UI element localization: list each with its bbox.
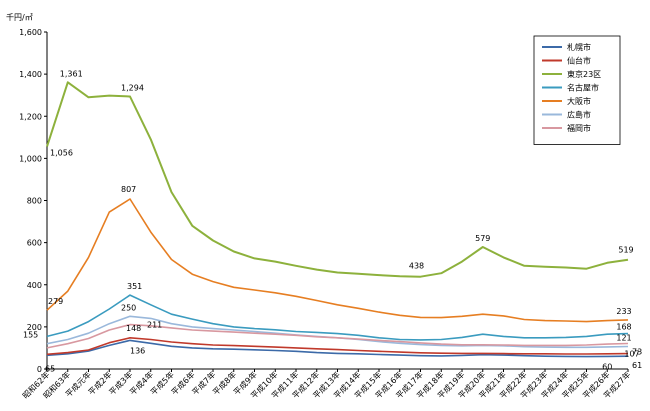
data-labels: 1,056 1,361 1,294 438 579 519 279 807 233 155 351 1…: [23, 69, 642, 373]
series-lines: [46, 81, 629, 358]
data-label: 1,056: [50, 149, 73, 158]
legend-label: 名古屋市: [567, 83, 599, 93]
y-tick-label: 600: [27, 239, 42, 248]
data-label: 60: [602, 362, 612, 371]
data-label: 1,361: [60, 69, 83, 78]
data-label: 807: [121, 185, 136, 194]
series-line: [46, 81, 629, 278]
legend-label: 仙台市: [567, 56, 591, 66]
legend-label: 大阪市: [567, 96, 591, 106]
legend-label: 広島市: [567, 110, 591, 120]
data-label: 65: [45, 364, 55, 373]
y-axis-ticks: 0 200 400 600 800 1,000 1,200 1,400 1,600: [19, 28, 47, 374]
data-label: 211: [147, 321, 162, 330]
data-label: 155: [23, 330, 38, 339]
data-label: 250: [121, 303, 136, 312]
data-label: 579: [475, 234, 490, 243]
data-label: 233: [616, 307, 631, 316]
data-label: 136: [130, 346, 145, 355]
y-tick-label: 1,200: [19, 112, 42, 121]
y-tick-label: 1,600: [19, 28, 42, 37]
series-line: [46, 339, 629, 358]
data-label: 279: [48, 297, 63, 306]
y-tick-label: 800: [27, 197, 42, 206]
series-line: [46, 323, 629, 349]
data-label: 519: [618, 246, 633, 255]
series-line: [46, 336, 629, 356]
y-tick-label: 1,400: [19, 70, 42, 79]
y-tick-label: 400: [27, 281, 42, 290]
legend-label: 福岡市: [567, 123, 591, 133]
legend-label: 東京23区: [567, 69, 601, 79]
data-label: 168: [616, 323, 631, 332]
data-label: 438: [409, 262, 424, 271]
legend-label: 札幌市: [567, 42, 591, 52]
legend-box: [533, 35, 621, 145]
data-label: 107: [624, 349, 639, 358]
data-label: 121: [616, 334, 631, 343]
data-label: 148: [126, 324, 141, 333]
y-tick-label: 0: [37, 365, 42, 374]
data-label: 351: [127, 282, 142, 291]
data-label: 73: [632, 348, 642, 357]
axes: [46, 32, 628, 370]
series-line: [46, 198, 629, 323]
series-line: [46, 294, 629, 341]
x-axis-ticks: 昭和62年昭和63年平成元年平成2年平成3年平成4年平成5年平成6年平成7年平成…: [20, 369, 632, 401]
data-label: 1,294: [121, 83, 144, 92]
y-tick-label: 1,000: [19, 154, 42, 163]
y-tick-label: 200: [27, 323, 42, 332]
y-axis-unit-label: 千円/㎡: [6, 12, 33, 22]
data-label: 61: [632, 361, 642, 370]
